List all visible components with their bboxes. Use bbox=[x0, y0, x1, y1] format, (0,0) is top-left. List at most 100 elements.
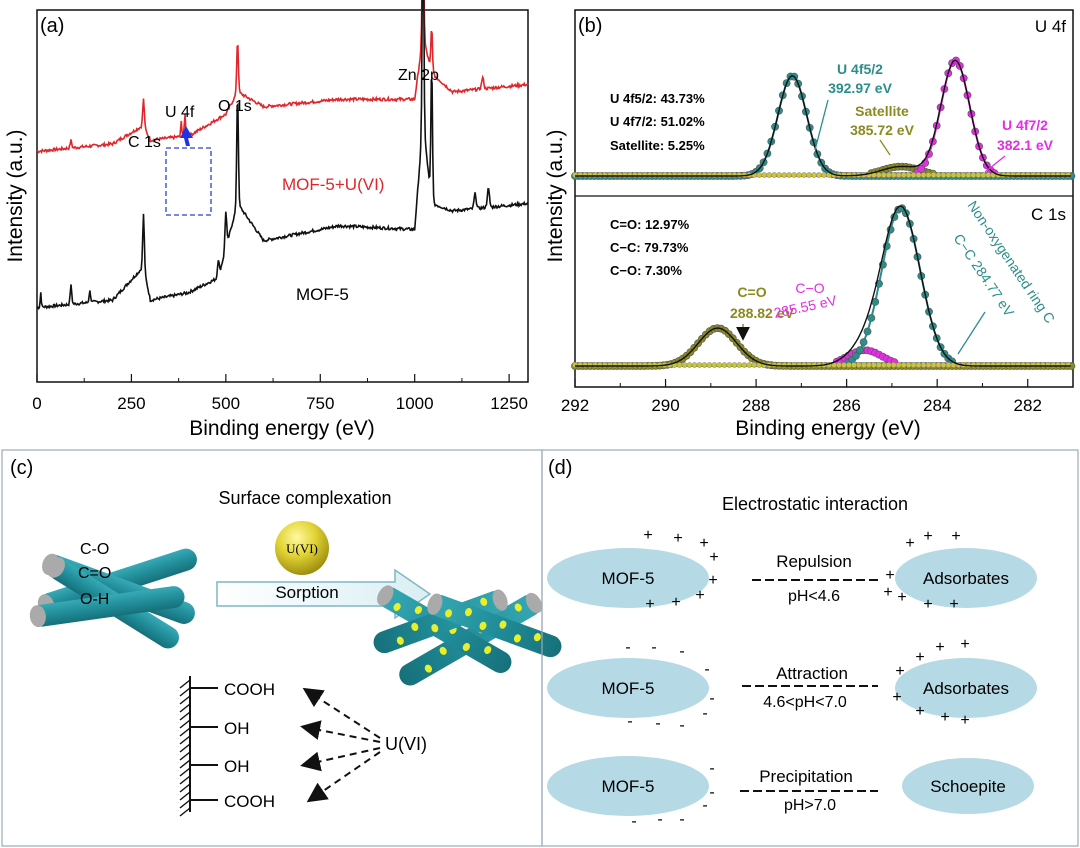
baseline-point bbox=[1000, 362, 1007, 368]
baseline-point bbox=[1065, 172, 1071, 178]
fg-cooh-1: COOH bbox=[224, 680, 275, 699]
baseline-point bbox=[890, 362, 897, 368]
baseline-point bbox=[935, 362, 942, 368]
co-single-label: C−O bbox=[795, 280, 824, 296]
baseline-point bbox=[1015, 172, 1022, 178]
a-xtick-label: 500 bbox=[212, 394, 240, 413]
baseline-point bbox=[806, 172, 812, 178]
plus-sign: + bbox=[708, 572, 717, 589]
baseline-point bbox=[900, 172, 907, 178]
satellite-label: Satellite bbox=[855, 103, 909, 119]
panel-b-frame bbox=[574, 9, 1074, 388]
plus-sign: + bbox=[885, 567, 894, 584]
baseline-point bbox=[731, 172, 738, 178]
baseline-point bbox=[781, 172, 788, 178]
baseline-point bbox=[641, 362, 648, 368]
baseline-point bbox=[801, 362, 807, 368]
baseline-point bbox=[1055, 362, 1061, 368]
uranium-dot bbox=[445, 609, 453, 618]
baseline-point bbox=[950, 172, 957, 178]
panel-d: (d) Electrostatic interaction MOF-5 Adso… bbox=[541, 449, 1079, 847]
baseline-point bbox=[910, 362, 917, 368]
baseline-point bbox=[731, 362, 738, 368]
baseline-point bbox=[975, 172, 982, 178]
annotation-zn2p: Zn 2p bbox=[398, 67, 439, 84]
baseline-point bbox=[627, 362, 633, 368]
a-xtick-label: 1250 bbox=[490, 394, 528, 413]
plus-sign: + bbox=[645, 596, 654, 613]
baseline-point bbox=[676, 172, 683, 178]
baseline-point bbox=[945, 172, 952, 178]
plus-sign: + bbox=[671, 594, 680, 611]
panel-b-label: (b) bbox=[578, 15, 602, 37]
component-co-curve bbox=[575, 327, 1071, 367]
baseline-point bbox=[806, 362, 812, 368]
baseline-point bbox=[587, 172, 593, 178]
uranium-dot bbox=[414, 606, 423, 615]
baseline-point bbox=[651, 172, 658, 178]
panel-a: (a) 0 250 500 750 1000 1250 Binding energy (e… bbox=[4, 0, 529, 440]
fit-point bbox=[863, 327, 872, 336]
baseline-point bbox=[915, 362, 922, 368]
b-xtick-label: 292 bbox=[561, 396, 589, 415]
baseline-point bbox=[756, 172, 763, 178]
row3-top: Precipitation bbox=[759, 767, 853, 786]
u4f52-label: U 4f5/2 bbox=[837, 61, 883, 77]
baseline-point bbox=[622, 362, 628, 368]
baseline-point bbox=[930, 172, 937, 178]
baseline-point bbox=[751, 362, 758, 368]
baseline-point bbox=[856, 362, 862, 368]
baseline-point bbox=[716, 172, 723, 178]
baseline-point bbox=[940, 172, 947, 178]
baseline-point bbox=[627, 172, 633, 178]
baseline-point bbox=[1050, 172, 1056, 178]
plus-sign: + bbox=[709, 549, 718, 566]
b-xtick-label: 282 bbox=[1014, 396, 1042, 415]
minus-sign: - bbox=[709, 690, 714, 707]
baseline-point bbox=[632, 362, 638, 368]
baseline-point bbox=[990, 362, 997, 368]
mof5-ellipse-3 bbox=[547, 756, 709, 816]
plus-sign: + bbox=[935, 639, 944, 656]
schoepite-ellipse bbox=[902, 758, 1034, 814]
baseline-point bbox=[1010, 362, 1017, 368]
panel-a-xticks: 0 250 500 750 1000 1250 bbox=[32, 374, 528, 413]
baseline-point bbox=[861, 362, 867, 368]
baseline-point bbox=[1065, 362, 1071, 368]
fit-point bbox=[917, 164, 926, 173]
series-mof5-u-line bbox=[36, 0, 529, 155]
minus-sign: - bbox=[709, 784, 714, 801]
baseline-point bbox=[592, 172, 598, 178]
panel-a-frame bbox=[36, 9, 529, 383]
annotation-c1s: C 1s bbox=[128, 134, 161, 151]
baseline-point bbox=[1030, 172, 1036, 178]
uvi-source-label: U(VI) bbox=[385, 734, 427, 754]
adsorbate-ellipse-2 bbox=[895, 658, 1037, 718]
baseline-point bbox=[741, 362, 748, 368]
uranium-dot bbox=[513, 634, 521, 643]
panel-d-frame bbox=[541, 449, 1079, 847]
row3-right: Schoepite bbox=[930, 777, 1006, 796]
baseline-point bbox=[910, 172, 917, 178]
uranium-dot bbox=[499, 620, 507, 629]
baseline-point bbox=[577, 172, 583, 178]
co-double-label: C=O bbox=[737, 284, 766, 300]
baseline-point bbox=[686, 362, 693, 368]
baseline-point bbox=[915, 172, 922, 178]
uranium-dot bbox=[479, 621, 487, 630]
baseline-point bbox=[577, 362, 583, 368]
panel-b-xlabel: Binding energy (eV) bbox=[735, 417, 921, 440]
baseline-point bbox=[701, 362, 708, 368]
row2-top: Attraction bbox=[776, 664, 848, 683]
panel-b: (b) U 4f C 1s 292 290 288 286 284 282 Binding… bbox=[544, 9, 1076, 440]
panel-c-label: (c) bbox=[10, 457, 33, 479]
baseline-point bbox=[1005, 172, 1012, 178]
surface-hatch bbox=[179, 679, 191, 817]
baseline-point bbox=[1025, 172, 1031, 178]
baseline-point bbox=[1005, 362, 1012, 368]
baseline-point bbox=[582, 362, 588, 368]
baseline-point bbox=[1020, 172, 1027, 178]
baseline-point bbox=[1045, 362, 1051, 368]
baseline-point bbox=[881, 172, 887, 178]
uranium-dot bbox=[533, 633, 541, 642]
